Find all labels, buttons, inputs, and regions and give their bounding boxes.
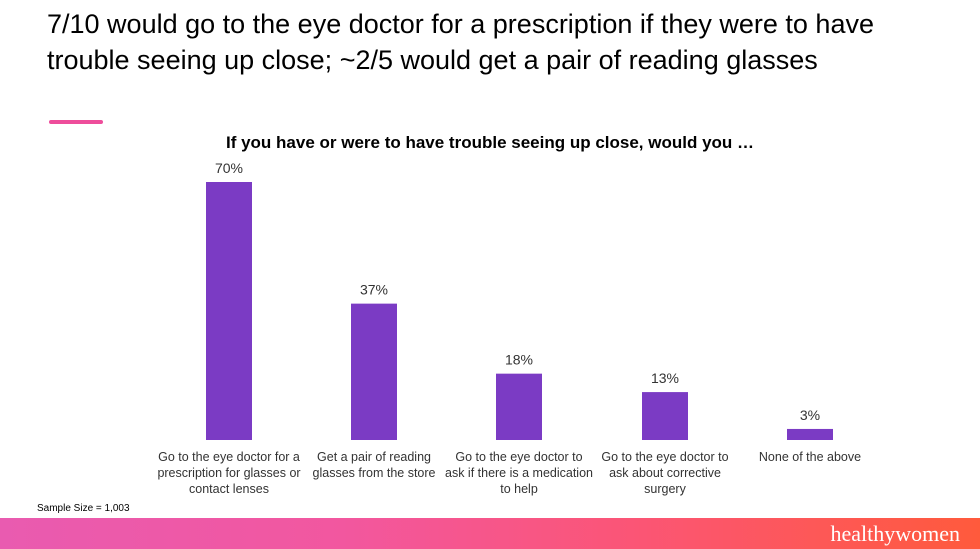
chart-title: If you have or were to have trouble seei… bbox=[225, 133, 755, 152]
data-label: 13% bbox=[651, 370, 679, 386]
bar bbox=[206, 182, 252, 440]
category-label: Get a pair of reading glasses from the s… bbox=[312, 450, 436, 480]
brand-logo: healthywomen bbox=[830, 521, 960, 546]
sample-size: Sample Size = 1,003 bbox=[37, 503, 130, 514]
bar bbox=[642, 392, 688, 440]
category-label: Go to the eye doctor to ask about correc… bbox=[601, 450, 729, 496]
category-label: Go to the eye doctor to ask if there is … bbox=[445, 450, 593, 496]
footer-banner: healthywomen bbox=[0, 518, 980, 549]
data-label: 37% bbox=[360, 282, 388, 298]
category-label: Go to the eye doctor for a prescription … bbox=[157, 450, 301, 496]
bar bbox=[496, 373, 542, 440]
category-label: None of the above bbox=[758, 450, 862, 464]
headline: 7/10 would go to the eye doctor for a pr… bbox=[47, 9, 874, 75]
bar bbox=[787, 428, 833, 440]
data-label: 70% bbox=[215, 160, 243, 176]
data-label: 3% bbox=[800, 407, 820, 423]
data-label: 18% bbox=[505, 352, 533, 368]
bar bbox=[351, 303, 397, 440]
accent-bar bbox=[49, 120, 103, 124]
